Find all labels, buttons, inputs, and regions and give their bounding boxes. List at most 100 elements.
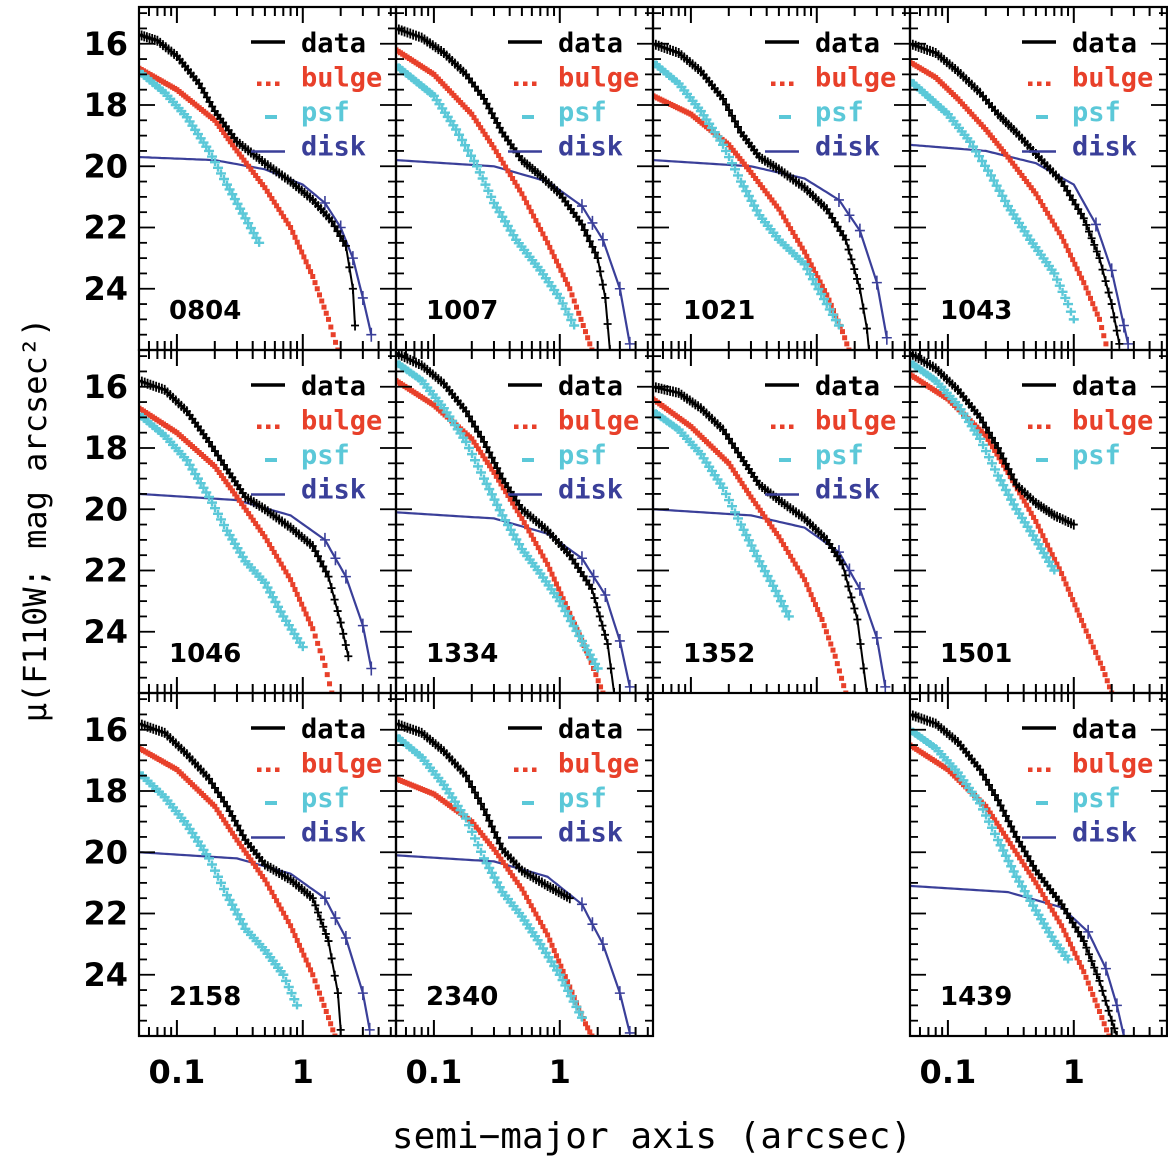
bulge-point xyxy=(549,571,555,577)
legend-data-label: data xyxy=(1072,28,1137,59)
psf-point xyxy=(1041,923,1052,932)
data-point xyxy=(610,688,619,693)
legend-psf-label: psf xyxy=(1072,97,1121,128)
disk-errorbar xyxy=(614,281,625,296)
data-point xyxy=(1104,1005,1113,1016)
bulge-point xyxy=(844,341,850,347)
bulge-point xyxy=(1067,941,1073,947)
bulge-point xyxy=(317,990,323,996)
disk-series-line xyxy=(139,156,373,335)
bulge-point xyxy=(329,690,335,693)
bulge-point xyxy=(1038,888,1044,894)
bulge-point xyxy=(1019,858,1025,864)
bulge-point xyxy=(496,153,502,159)
bulge-point xyxy=(1083,285,1089,291)
disk-errorbar xyxy=(600,588,611,602)
data-point xyxy=(468,781,477,792)
bulge-point xyxy=(482,835,488,841)
bulge-point xyxy=(1047,903,1053,909)
panel-id-label: 1439 xyxy=(940,982,1012,1012)
psf-point xyxy=(560,304,571,313)
bulge-point xyxy=(585,335,591,341)
bulge-point xyxy=(510,500,516,506)
data-point xyxy=(465,411,474,422)
legend-psf-label: psf xyxy=(558,97,607,128)
bulge-point xyxy=(1033,191,1039,197)
bulge-point xyxy=(762,514,768,520)
psf-point xyxy=(460,141,471,150)
bulge-point xyxy=(526,204,532,210)
psf-point xyxy=(198,483,209,492)
bulge-point xyxy=(227,139,233,145)
bulge-point xyxy=(540,553,546,559)
bulge-point xyxy=(1024,179,1030,185)
bulge-point xyxy=(223,133,229,139)
bulge-point xyxy=(322,662,328,668)
psf-point xyxy=(492,878,503,887)
data-point xyxy=(583,230,592,241)
bulge-point xyxy=(276,902,282,908)
bulge-point xyxy=(551,948,557,954)
bulge-point xyxy=(781,542,787,548)
legend-bulge-swatch xyxy=(266,767,271,772)
bulge-point xyxy=(290,582,296,588)
bulge-point xyxy=(480,453,486,459)
data-point xyxy=(719,93,728,104)
legend-bulge-swatch xyxy=(257,81,262,86)
bulge-point xyxy=(319,996,325,1002)
bulge-point xyxy=(987,440,993,446)
bulge-point xyxy=(746,491,752,497)
x-ticks-1043 xyxy=(909,7,1163,350)
bulge-point xyxy=(839,675,845,681)
bulge-point xyxy=(312,280,318,286)
disk-errorbar xyxy=(366,661,377,676)
legend-bulge-swatch xyxy=(532,767,537,772)
bulge-point xyxy=(234,148,240,154)
psf-point xyxy=(484,864,495,872)
legend-bulge-swatch xyxy=(275,81,280,86)
bulge-point xyxy=(221,130,227,136)
legend-bulge-swatch xyxy=(780,424,785,429)
data-point xyxy=(479,436,488,447)
bulge-point xyxy=(1063,932,1069,938)
bulge-point xyxy=(1074,955,1080,961)
disk-errorbar xyxy=(597,232,608,247)
psf-point xyxy=(568,997,579,1006)
psf-point xyxy=(207,860,218,869)
psf-point xyxy=(1068,315,1079,324)
psf-point xyxy=(480,180,491,189)
psf-point xyxy=(816,290,827,299)
bulge-point xyxy=(841,683,847,689)
psf-point xyxy=(224,185,235,194)
bulge-point xyxy=(1099,325,1105,331)
psf-point xyxy=(219,885,230,893)
bulge-point xyxy=(257,179,263,185)
bulge-point xyxy=(549,942,555,948)
bulge-point xyxy=(774,530,780,536)
bulge-point xyxy=(542,928,548,934)
bulge-point xyxy=(475,827,481,833)
bulge-point xyxy=(538,919,544,925)
data-point xyxy=(841,234,850,245)
bulge-point xyxy=(1063,581,1069,587)
psf-point xyxy=(195,841,206,850)
data-point xyxy=(1007,469,1016,480)
data-point xyxy=(999,453,1008,464)
psf-point xyxy=(464,444,475,452)
psf-point xyxy=(221,180,232,189)
panel-id-label: 2158 xyxy=(169,982,241,1012)
x-ticks-1021 xyxy=(652,7,906,350)
bulge-point xyxy=(308,269,314,275)
bulge-point xyxy=(308,621,314,627)
bulge-point xyxy=(218,473,224,479)
x-tick-label: 0.1 xyxy=(920,1053,977,1091)
data-point xyxy=(587,583,596,594)
disk-errorbar xyxy=(357,986,368,1001)
bulge-point xyxy=(1081,969,1087,975)
bulge-point xyxy=(278,561,284,567)
psf-point xyxy=(283,983,294,991)
data-point xyxy=(982,774,991,785)
psf-point xyxy=(227,190,238,199)
bulge-point xyxy=(299,249,305,255)
data-point xyxy=(606,663,615,674)
